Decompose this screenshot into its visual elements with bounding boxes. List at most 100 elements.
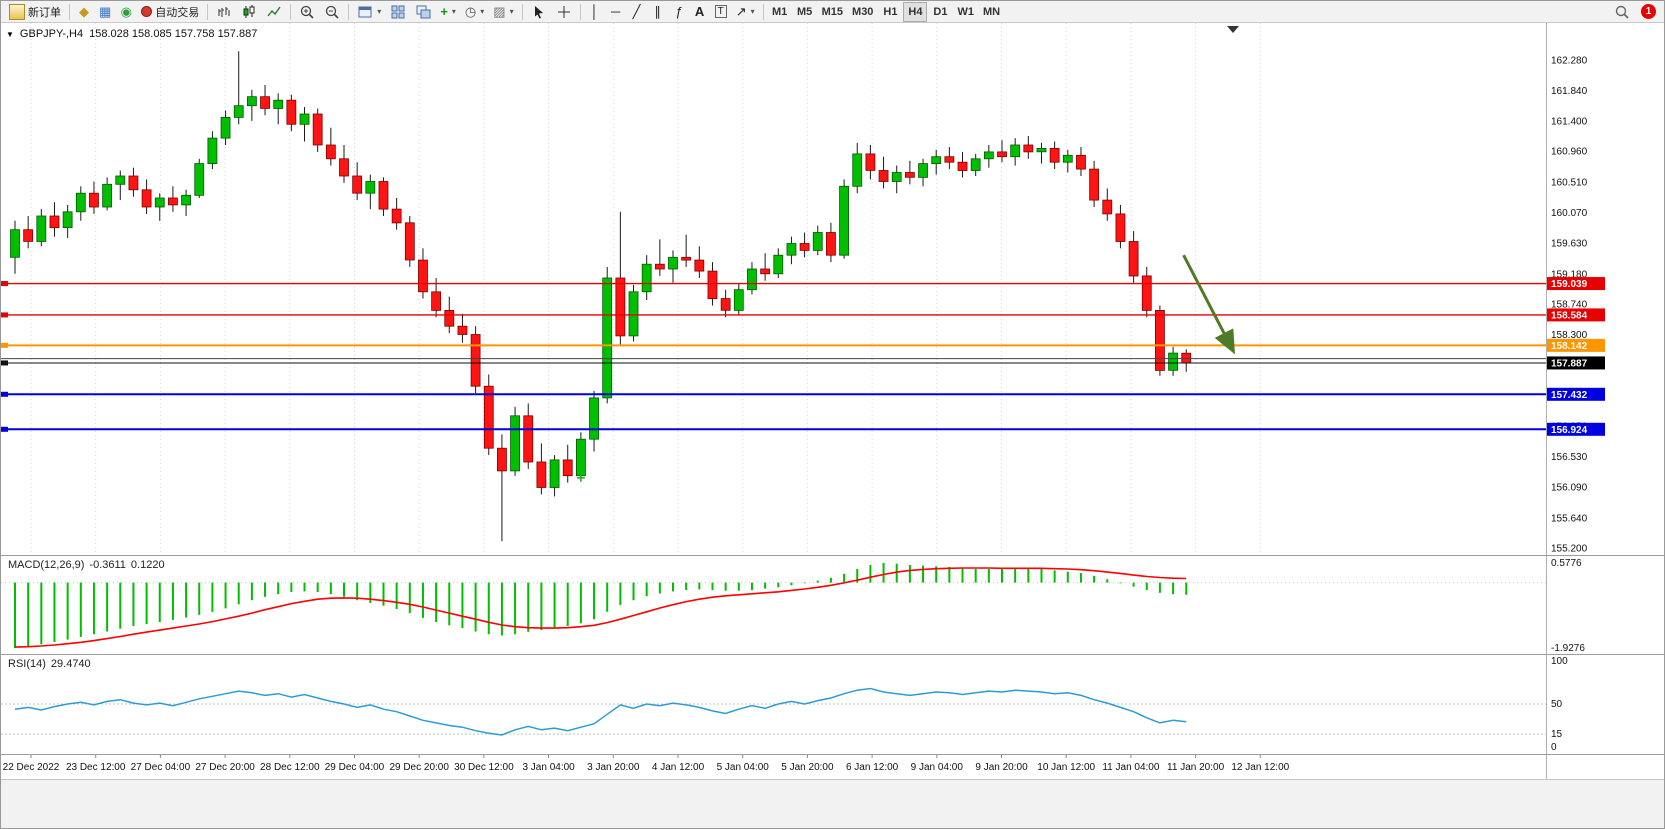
bar-chart-button[interactable] bbox=[212, 2, 236, 22]
text-label-tool-button[interactable]: T bbox=[711, 2, 731, 22]
dropdown-caret-icon: ▾ bbox=[480, 7, 485, 16]
cursor-button[interactable] bbox=[527, 2, 551, 22]
macd-name: MACD(12,26,9) bbox=[8, 559, 85, 571]
periods-button[interactable]: ◷ ▾ bbox=[461, 2, 488, 22]
autotrading-label: 自动交易 bbox=[155, 6, 200, 19]
panel-splitter[interactable] bbox=[1, 754, 1664, 755]
timeframe-M30[interactable]: M30 bbox=[848, 2, 877, 22]
zoom-out-button[interactable] bbox=[320, 2, 344, 22]
timeframe-H1[interactable]: H1 bbox=[878, 2, 902, 22]
candlestick-chart-button[interactable] bbox=[237, 2, 261, 22]
autotrading-icon bbox=[141, 6, 153, 17]
toolbar-separator bbox=[69, 3, 70, 20]
chart-dropdown-icon[interactable]: ▼ bbox=[6, 29, 14, 39]
new-chart-button[interactable]: ▾ bbox=[353, 2, 385, 22]
timeframe-MN[interactable]: MN bbox=[979, 2, 1004, 22]
main-chart-canvas[interactable]: 162.280 161.840 161.400 160.960 160.510 160.0… bbox=[1, 23, 1665, 555]
text-tool-button[interactable]: A bbox=[690, 2, 710, 22]
autotrading-button[interactable]: 自动交易 bbox=[137, 2, 203, 22]
toolbar-separator bbox=[207, 3, 209, 20]
svg-text:155.200: 155.200 bbox=[1551, 544, 1588, 555]
time-label: 12 Jan 12:00 bbox=[1231, 762, 1289, 773]
vertical-line-tool-button[interactable]: │ bbox=[585, 2, 605, 22]
grid bbox=[30, 23, 1261, 555]
new-chart-icon bbox=[358, 6, 372, 17]
navigator-icon: ◉ bbox=[120, 3, 132, 19]
chart-ohlc: 158.028 158.085 157.758 157.887 bbox=[89, 28, 258, 40]
svg-text:156.924: 156.924 bbox=[1551, 425, 1588, 436]
svg-text:155.640: 155.640 bbox=[1551, 513, 1588, 524]
svg-text:0: 0 bbox=[1551, 742, 1557, 753]
cascade-windows-button[interactable] bbox=[411, 2, 435, 22]
chart-symbol-period: GBPJPY-,H4 bbox=[19, 28, 84, 40]
time-label: 9 Jan 20:00 bbox=[975, 762, 1028, 773]
timeframe-M5[interactable]: M5 bbox=[793, 2, 817, 22]
price-tag bbox=[1547, 422, 1605, 436]
new-order-button[interactable]: 新订单 bbox=[5, 2, 65, 22]
candles bbox=[10, 51, 1192, 542]
timeframe-H4[interactable]: H4 bbox=[903, 1, 928, 22]
time-label: 4 Jan 12:00 bbox=[652, 762, 705, 773]
text-icon: A bbox=[694, 3, 705, 19]
zoom-in-icon bbox=[301, 5, 314, 19]
arrow-shape-icon: ↗ bbox=[735, 3, 747, 19]
time-label: 3 Jan 20:00 bbox=[587, 762, 640, 773]
svg-text:-1.9276: -1.9276 bbox=[1551, 643, 1585, 654]
navigator-button[interactable]: ◉ bbox=[116, 2, 136, 22]
text-label-icon: T bbox=[714, 5, 727, 18]
zoom-in-button[interactable] bbox=[295, 2, 319, 22]
svg-text:158.300: 158.300 bbox=[1551, 330, 1588, 341]
data-window-button[interactable]: ▦ bbox=[95, 2, 115, 22]
channel-icon: ∥ bbox=[654, 3, 661, 19]
price-axis: 162.280 161.840 161.400 160.960 160.510 160.0… bbox=[1547, 56, 1605, 555]
timeframe-M15[interactable]: M15 bbox=[818, 2, 847, 22]
crosshair-button[interactable] bbox=[552, 2, 576, 22]
macd-label: MACD(12,26,9) -0.3611 0.1220 bbox=[8, 559, 165, 571]
time-label: 5 Jan 20:00 bbox=[781, 762, 834, 773]
trendline-icon: ╱ bbox=[632, 3, 641, 19]
line-chart-button[interactable] bbox=[262, 2, 286, 22]
time-label: 10 Jan 12:00 bbox=[1037, 762, 1095, 773]
search-button[interactable] bbox=[1610, 2, 1634, 22]
tile-windows-icon bbox=[391, 5, 405, 18]
trendline-tool-button[interactable]: ╱ bbox=[627, 2, 647, 22]
market-watch-button[interactable]: ◆ bbox=[74, 2, 94, 22]
horizontal-line-tool-button[interactable]: ─ bbox=[606, 2, 626, 22]
new-order-icon bbox=[9, 3, 25, 20]
time-label: 9 Jan 04:00 bbox=[911, 762, 964, 773]
svg-text:160.070: 160.070 bbox=[1551, 208, 1588, 219]
price-axis-separator bbox=[1546, 23, 1547, 779]
timeframe-M1[interactable]: M1 bbox=[768, 2, 792, 22]
panel-splitter[interactable] bbox=[1, 555, 1664, 556]
time-label: 3 Jan 04:00 bbox=[522, 762, 575, 773]
panel-splitter[interactable] bbox=[1, 654, 1664, 655]
notification-badge[interactable]: 1 bbox=[1641, 4, 1656, 19]
tile-windows-button[interactable] bbox=[386, 2, 410, 22]
channel-tool-button[interactable]: ∥ bbox=[648, 2, 668, 22]
rsi-line bbox=[14, 687, 1187, 736]
timeframe-W1[interactable]: W1 bbox=[953, 2, 978, 22]
svg-text:161.400: 161.400 bbox=[1551, 116, 1588, 127]
time-label: 27 Dec 04:00 bbox=[131, 762, 191, 773]
price-tag bbox=[1547, 277, 1605, 291]
svg-text:15: 15 bbox=[1551, 729, 1563, 740]
time-label: 29 Dec 20:00 bbox=[389, 762, 449, 773]
toolbar-separator bbox=[579, 3, 581, 20]
indicators-icon: + bbox=[440, 3, 448, 19]
fibonacci-tool-button[interactable]: ƒ bbox=[669, 2, 689, 22]
time-axis[interactable]: 22 Dec 2022 23 Dec 12:00 27 Dec 04:00 27 De… bbox=[1, 755, 1665, 779]
macd-value: -0.3611 bbox=[89, 559, 126, 571]
timeframe-D1[interactable]: D1 bbox=[928, 2, 952, 22]
crosshair-icon bbox=[557, 5, 570, 18]
templates-button[interactable]: ▨ ▾ bbox=[489, 2, 517, 22]
macd-canvas[interactable]: 0.5776 -1.9276 bbox=[1, 556, 1665, 654]
main-toolbar: 新订单 ◆ ▦ ◉ 自动交易 ▾ + ▾ ◷ ▾ ▨ ▾ bbox=[1, 1, 1664, 23]
rsi-canvas[interactable]: 100 50 15 0 bbox=[1, 655, 1665, 754]
indicators-button[interactable]: + ▾ bbox=[436, 2, 460, 22]
dropdown-caret-icon: ▾ bbox=[377, 7, 382, 16]
svg-text:100: 100 bbox=[1551, 656, 1568, 667]
timeframe-toolbar: M1 M5 M15 M30 H1 H4 D1 W1 MN bbox=[768, 1, 1004, 22]
price-tag bbox=[1547, 387, 1605, 401]
arrows-tool-button[interactable]: ↗ ▾ bbox=[732, 2, 759, 22]
toolbar-separator bbox=[521, 3, 523, 20]
